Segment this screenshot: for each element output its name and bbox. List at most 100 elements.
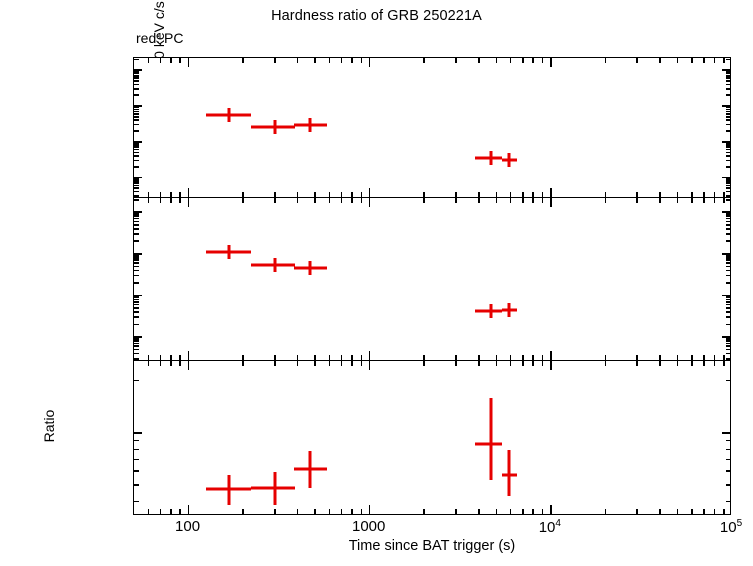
y-tick-mark xyxy=(725,94,730,97)
x-tick-mark xyxy=(532,355,535,360)
y-tick-mark xyxy=(134,379,139,382)
y-tick-mark xyxy=(725,254,730,257)
y-tick-mark xyxy=(725,80,730,82)
x-tick-mark xyxy=(550,188,552,197)
y-tick-mark xyxy=(725,195,730,197)
x-error-bar xyxy=(474,156,503,160)
x-tick-mark xyxy=(423,192,426,197)
x-tick-mark xyxy=(691,192,693,197)
y-error-bar xyxy=(489,304,493,319)
data-point xyxy=(502,153,517,168)
x-tick-mark xyxy=(659,509,661,514)
y-tick-mark xyxy=(134,483,139,486)
y-tick-mark xyxy=(134,195,139,197)
x-tick-mark xyxy=(722,198,725,203)
x-tick-mark xyxy=(360,192,363,197)
y-tick-mark xyxy=(134,72,139,75)
y-tick-mark xyxy=(134,431,142,434)
x-tick-mark xyxy=(495,58,498,63)
y-tick-mark xyxy=(134,215,139,218)
x-tick-mark xyxy=(509,58,512,63)
y-tick-mark xyxy=(722,253,730,255)
x-tick-mark xyxy=(691,58,693,63)
x-tick-mark xyxy=(659,355,661,360)
y-error-bar xyxy=(227,245,231,260)
y-tick-mark xyxy=(725,223,730,226)
y-tick-mark xyxy=(725,342,730,345)
y-tick-mark xyxy=(722,431,730,434)
y-tick-mark xyxy=(134,198,139,201)
y-tick-mark xyxy=(722,105,730,107)
y-tick-mark xyxy=(725,217,730,220)
y-tick-mark xyxy=(725,148,730,151)
y-tick-mark xyxy=(725,165,730,168)
x-tick-mark xyxy=(676,198,679,203)
y-tick-mark xyxy=(725,146,730,149)
x-tick-mark xyxy=(179,355,182,360)
y-tick-mark xyxy=(725,108,730,111)
x-tick-mark xyxy=(455,355,457,360)
y-tick-mark xyxy=(725,83,730,86)
x-tick-mark xyxy=(170,192,172,197)
x-tick-mark xyxy=(351,192,353,197)
y-tick-mark xyxy=(725,155,730,157)
x-tick-mark xyxy=(328,58,331,63)
x-tick-mark xyxy=(328,509,331,514)
y-tick-mark xyxy=(134,307,139,309)
data-point xyxy=(502,450,517,497)
data-point xyxy=(293,118,327,133)
y-tick-mark xyxy=(134,58,139,61)
x-tick-mark xyxy=(676,509,679,514)
y-tick-mark xyxy=(725,182,730,184)
y-tick-mark xyxy=(725,311,730,313)
y-tick-mark xyxy=(134,340,139,342)
y-tick-mark xyxy=(725,458,730,461)
x-tick-mark xyxy=(636,58,639,63)
data-point xyxy=(250,472,295,506)
y-tick-mark xyxy=(725,142,730,145)
x-tick-mark xyxy=(713,509,716,514)
x-tick-mark xyxy=(351,58,353,63)
x-tick-mark xyxy=(159,58,162,63)
x-tick-mark xyxy=(187,351,190,360)
x-tick-mark xyxy=(550,505,552,514)
x-tick-mark xyxy=(187,198,190,207)
x-tick-mark xyxy=(242,192,244,197)
x-tick-mark xyxy=(423,509,426,514)
y-tick-label-group: 0.010.11100.010.11100.51 xyxy=(0,0,131,566)
x-tick-mark xyxy=(314,509,316,514)
x-tick-mark xyxy=(314,198,316,203)
x-tick-mark xyxy=(659,198,661,203)
x-tick-mark xyxy=(351,198,353,203)
data-point xyxy=(206,474,251,506)
y-tick-mark xyxy=(134,69,142,72)
x-tick-mark xyxy=(274,58,276,63)
y-tick-mark xyxy=(725,352,730,355)
y-tick-mark xyxy=(134,108,139,111)
y-tick-mark xyxy=(725,187,730,190)
x-tick-mark xyxy=(495,355,498,360)
x-tick-mark xyxy=(314,58,316,63)
x-tick-mark xyxy=(351,509,353,514)
y-tick-mark xyxy=(725,88,730,90)
x-tick-mark xyxy=(242,361,244,366)
y-tick-mark xyxy=(134,142,139,145)
y-tick-mark xyxy=(134,311,139,313)
x-tick-mark xyxy=(187,505,190,514)
x-tick-mark xyxy=(541,355,544,360)
x-tick-mark xyxy=(541,361,544,366)
x-tick-mark xyxy=(159,192,162,197)
data-point xyxy=(206,245,251,260)
y-tick-mark xyxy=(725,151,730,154)
y-tick-mark xyxy=(725,119,730,121)
x-tick-mark xyxy=(604,192,607,197)
y-tick-mark xyxy=(134,448,139,451)
y-tick-mark xyxy=(725,74,730,77)
y-tick-mark xyxy=(134,253,142,255)
y-tick-mark xyxy=(725,348,730,351)
x-tick-mark xyxy=(521,58,524,63)
x-tick-mark xyxy=(604,361,607,366)
y-tick-mark xyxy=(725,448,730,451)
y-tick-mark xyxy=(134,184,139,187)
y-tick-mark xyxy=(134,500,139,503)
